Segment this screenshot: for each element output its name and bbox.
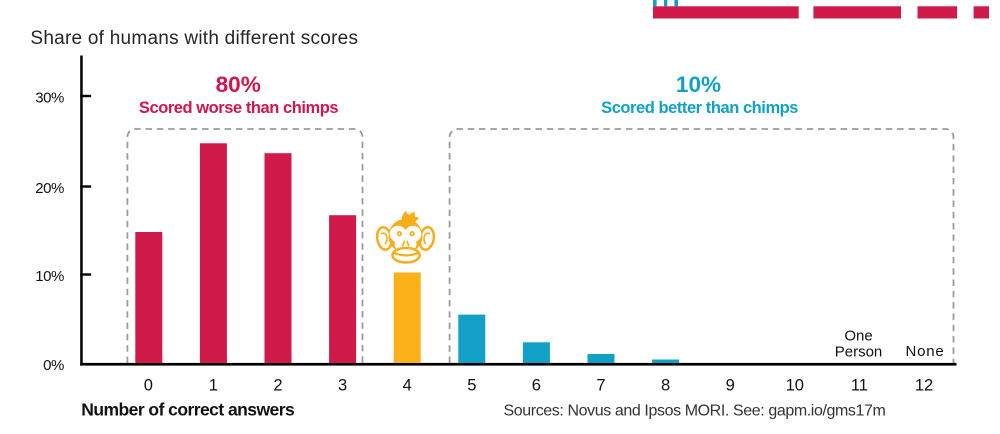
svg-text:8: 8 xyxy=(661,376,670,394)
svg-text:1: 1 xyxy=(209,376,218,394)
svg-text:7: 7 xyxy=(596,376,605,394)
svg-text:Scored worse than chimps: Scored worse than chimps xyxy=(139,99,338,117)
svg-text:2: 2 xyxy=(273,376,282,394)
svg-text:0%: 0% xyxy=(43,357,64,374)
svg-text:5: 5 xyxy=(467,376,476,394)
svg-text:Number of correct answers: Number of correct answers xyxy=(81,400,295,420)
svg-text:3: 3 xyxy=(338,376,347,394)
svg-text:12: 12 xyxy=(915,376,933,394)
svg-text:10%: 10% xyxy=(676,72,721,97)
svg-text:One: One xyxy=(844,328,872,345)
svg-text:80%: 80% xyxy=(216,72,261,97)
svg-text:4: 4 xyxy=(403,376,412,394)
svg-text:0: 0 xyxy=(144,376,153,394)
svg-text:Scored better than chimps: Scored better than chimps xyxy=(601,99,798,117)
svg-text:30%: 30% xyxy=(35,90,64,107)
svg-text:10%: 10% xyxy=(35,268,64,285)
svg-text:10: 10 xyxy=(786,376,804,394)
svg-text:11: 11 xyxy=(851,376,868,394)
svg-text:Share of humans with different: Share of humans with different scores xyxy=(30,28,358,49)
svg-text:9: 9 xyxy=(726,376,735,394)
svg-text:6: 6 xyxy=(532,376,541,394)
svg-text:Person: Person xyxy=(835,343,883,360)
svg-text:Sources: Novus and Ipsos MORI.: Sources: Novus and Ipsos MORI. See: gapm… xyxy=(504,402,886,419)
svg-text:20%: 20% xyxy=(35,180,64,197)
svg-text:None: None xyxy=(905,343,944,360)
